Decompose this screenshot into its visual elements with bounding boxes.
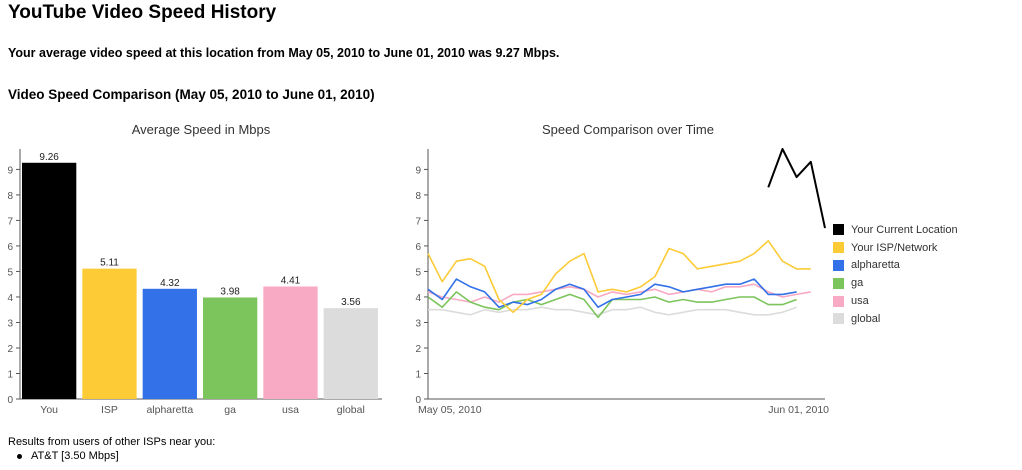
list-item: AT&T [3.50 Mbps] [8, 450, 119, 462]
comparison-section-title: Video Speed Comparison (May 05, 2010 to … [8, 87, 375, 102]
y-tick-label: 1 [415, 369, 421, 380]
y-tick-label: 2 [415, 344, 421, 355]
y-tick-label: 9 [415, 165, 421, 176]
bar-value-label: 4.41 [281, 276, 301, 287]
series-line [767, 148, 826, 229]
y-tick-label: 6 [7, 242, 13, 253]
legend-label: ga [851, 277, 864, 290]
bar [22, 162, 77, 399]
bar-value-label: 5.11 [100, 258, 119, 269]
bar [82, 268, 137, 399]
legend-label: Your Current Location [851, 223, 958, 236]
bar-value-label: 9.26 [39, 152, 59, 163]
y-tick-label: 8 [7, 191, 13, 202]
legend-swatch [833, 295, 844, 307]
line-chart: 0 1 2 3 4 5 6 7 8 9 May 05, 2010 Jun 01, 2010 [415, 148, 829, 416]
bullet-icon [17, 453, 22, 459]
bar-value-label: 3.98 [220, 286, 240, 297]
bar [142, 288, 197, 399]
legend-item: alpharetta [833, 257, 958, 275]
bar [263, 286, 318, 399]
y-tick-label: 9 [7, 165, 13, 176]
page-title: YouTube Video Speed History [8, 2, 277, 23]
x-tick-label: alpharetta [146, 404, 193, 416]
y-tick-label: 7 [7, 216, 13, 227]
legend-label: alpharetta [851, 259, 900, 272]
isp-results-heading: Results from users of other ISPs near yo… [8, 436, 216, 448]
y-tick-label: 3 [415, 318, 421, 329]
legend-item: global [833, 310, 958, 328]
y-tick-label: 3 [7, 318, 13, 329]
y-tick-label: 1 [7, 369, 13, 380]
legend-swatch [833, 313, 844, 325]
y-tick-label: 4 [415, 293, 421, 304]
line-chart-title: Speed Comparison over Time [542, 122, 714, 137]
legend-item: Your Current Location [833, 221, 958, 239]
bar-value-label: 4.32 [160, 278, 180, 289]
x-tick-label: global [337, 404, 365, 416]
x-tick-label: ga [224, 404, 236, 416]
y-tick-label: 5 [415, 267, 421, 278]
x-tick-label: May 05, 2010 [418, 404, 482, 416]
bar-value-label: 3.56 [341, 297, 361, 308]
legend-swatch [833, 224, 844, 236]
y-tick-label: 6 [415, 242, 421, 253]
x-tick-label: Jun 01, 2010 [768, 404, 829, 416]
y-tick-label: 7 [415, 216, 421, 227]
isp-result-text: AT&T [3.50 Mbps] [31, 450, 119, 462]
legend-label: usa [851, 295, 869, 308]
legend-item: usa [833, 292, 958, 310]
bar-chart-title: Average Speed in Mbps [131, 122, 271, 137]
y-tick-label: 0 [7, 395, 13, 406]
line-chart-legend: Your Current Location Your ISP/Network alp… [833, 221, 958, 328]
y-tick-label: 5 [7, 267, 13, 278]
legend-swatch [833, 259, 844, 271]
y-tick-label: 0 [415, 395, 421, 406]
y-tick-label: 2 [7, 344, 13, 355]
legend-swatch [833, 242, 844, 254]
legend-item: Your ISP/Network [833, 239, 958, 257]
series-line [428, 306, 797, 316]
legend-item: ga [833, 274, 958, 292]
average-speed-summary: Your average video speed at this locatio… [8, 46, 560, 60]
x-tick-label: usa [282, 404, 299, 416]
y-tick-label: 4 [7, 293, 13, 304]
x-tick-label: ISP [101, 404, 118, 416]
bar [203, 297, 258, 399]
series-line [427, 240, 811, 314]
series-line [427, 291, 797, 319]
isp-results-list: AT&T [3.50 Mbps] [8, 450, 119, 462]
legend-swatch [833, 277, 844, 289]
legend-label: Your ISP/Network [851, 241, 938, 254]
series-line [427, 278, 797, 308]
x-tick-label: You [40, 404, 58, 416]
bar [323, 308, 378, 399]
y-tick-label: 8 [415, 191, 421, 202]
legend-label: global [851, 312, 881, 325]
bar-chart: 0 1 2 3 4 5 6 7 8 9 9.26 You 5.11 ISP 4.32 alpharetta 3.… [7, 149, 382, 416]
